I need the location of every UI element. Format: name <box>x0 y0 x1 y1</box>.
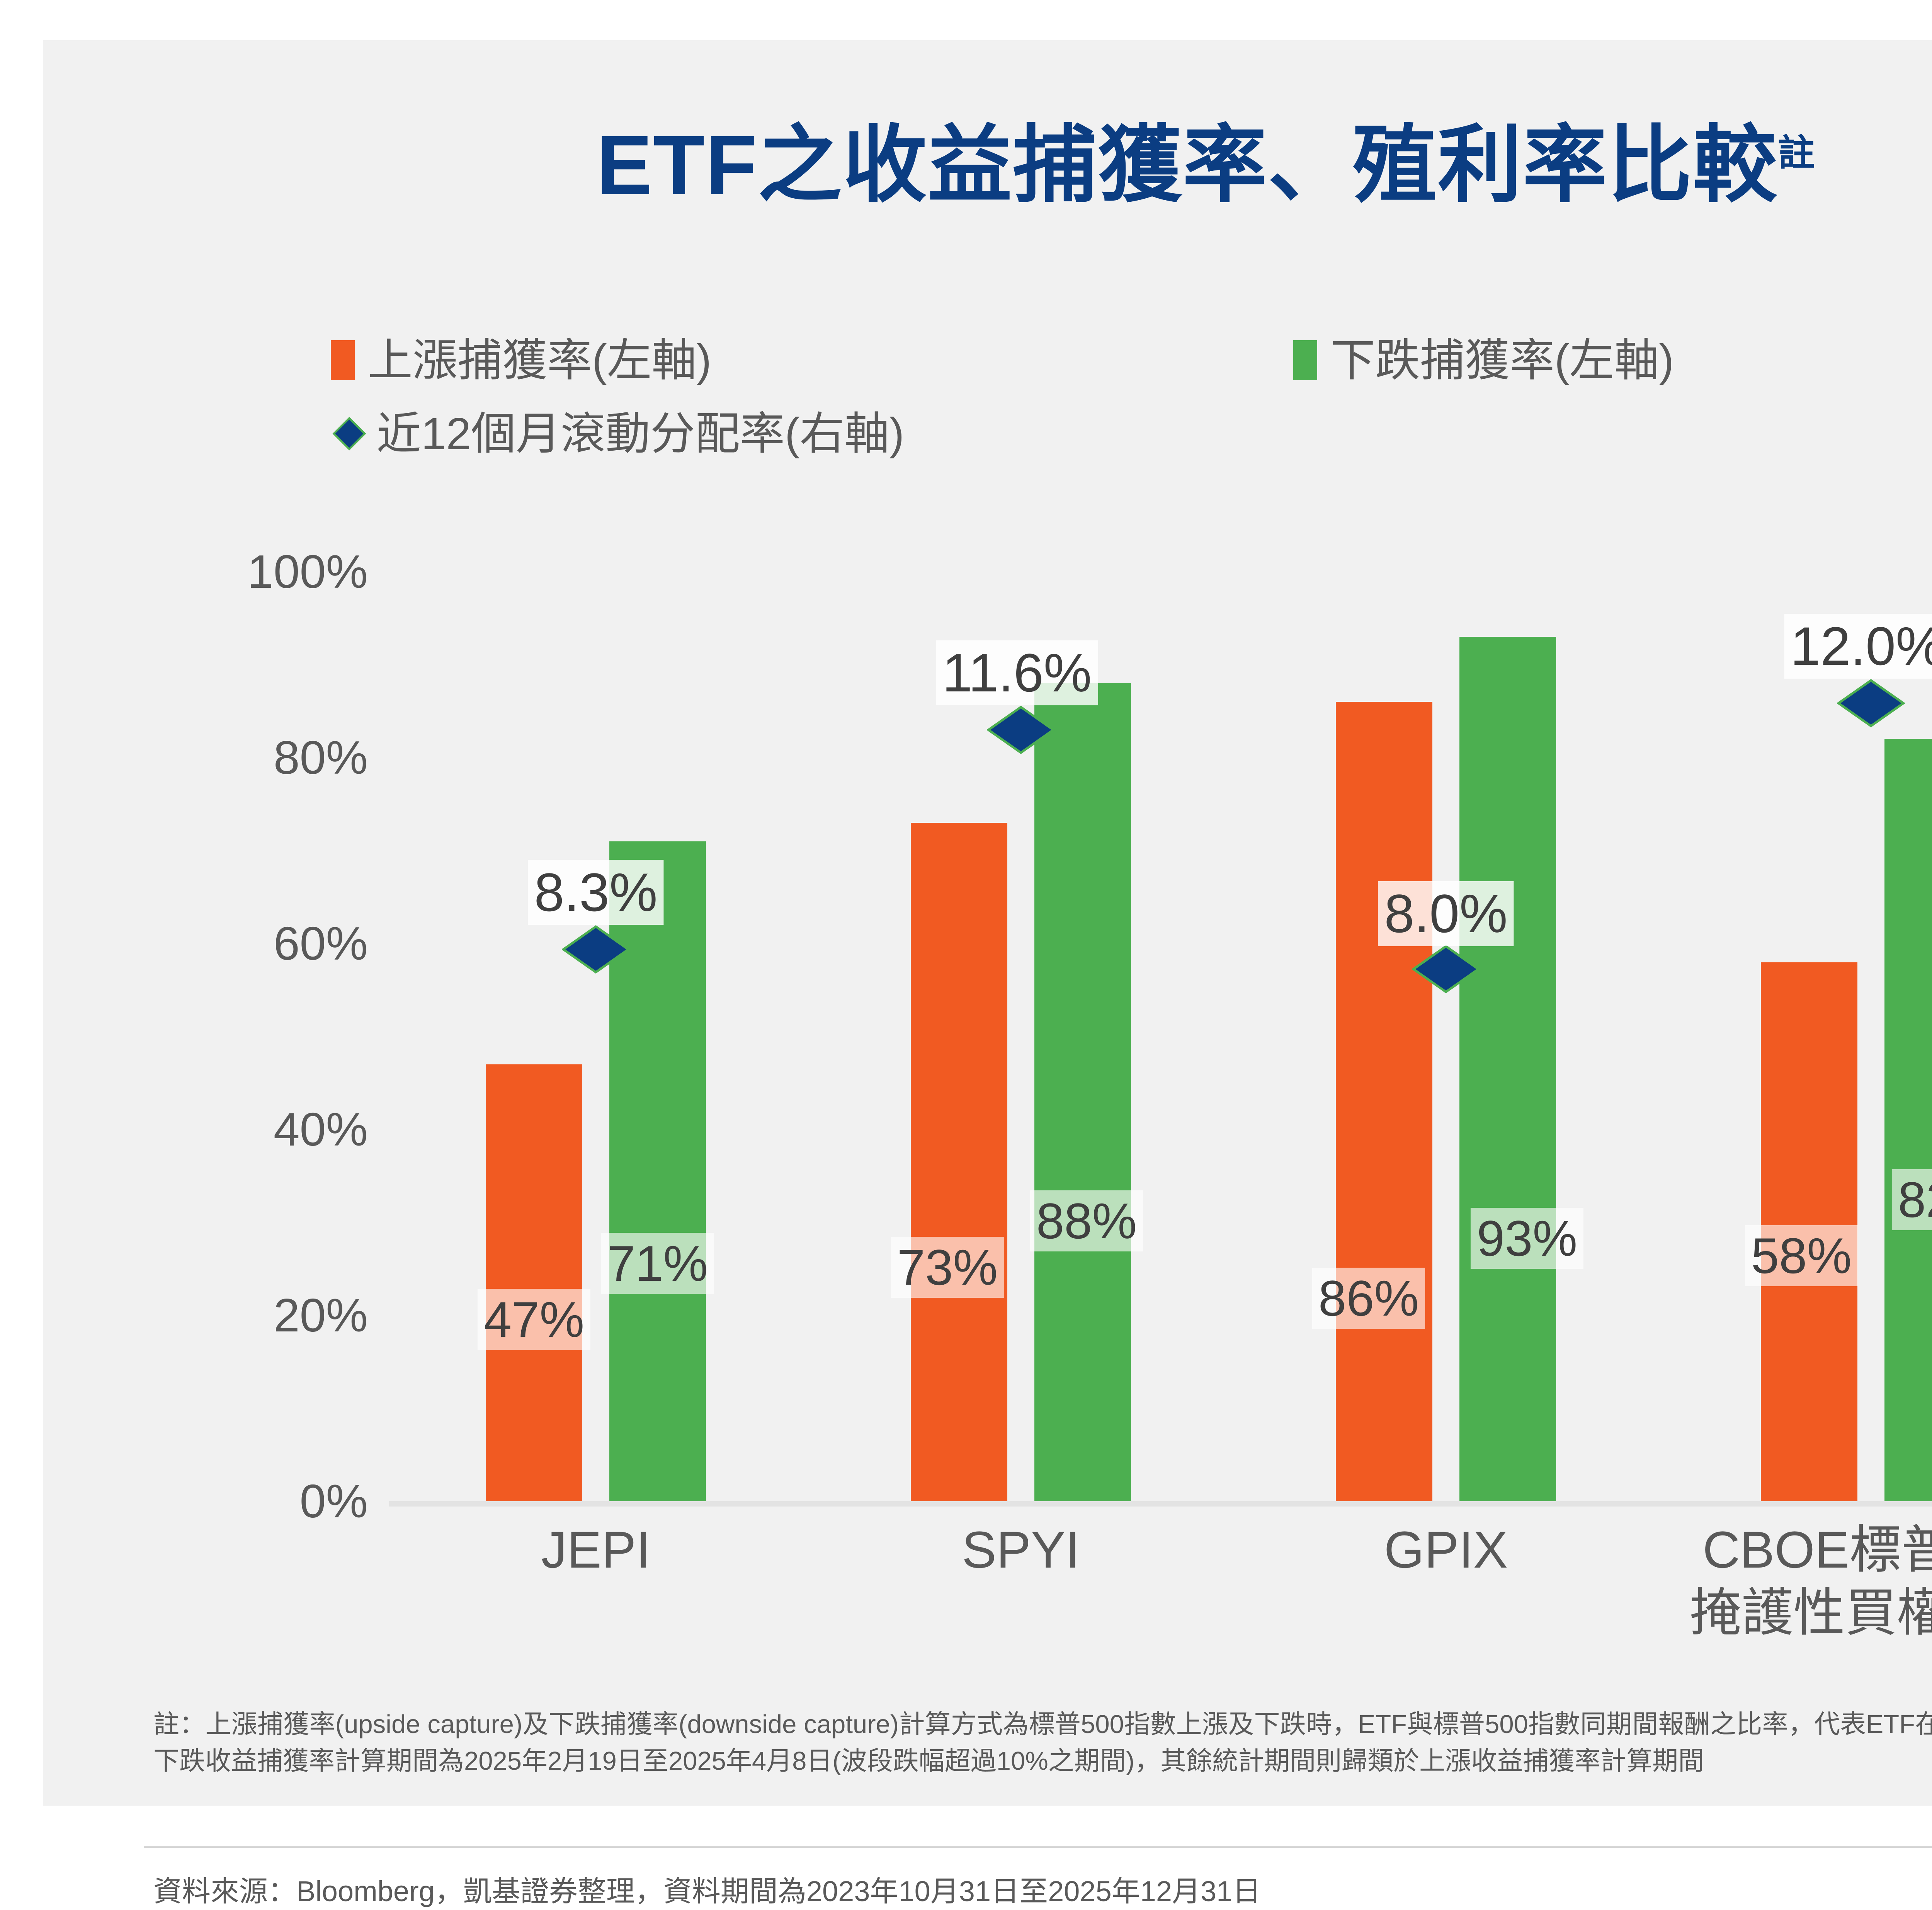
bar-upside-spyi[interactable] <box>911 823 1007 1501</box>
left-y-axis: 0% 20% 40% 60% 80% 100% <box>151 548 368 1525</box>
footnote-divider <box>144 1846 1932 1848</box>
plot-area: 47% 71% 8.3% JEPI 73% 88% <box>389 572 1932 1642</box>
legend-item-rolling-distribution[interactable]: 近12個月滾動分配率(右軸) <box>331 411 904 456</box>
legend-item-downside-capture[interactable]: 下跌捕獲率(左軸) <box>1293 338 1674 383</box>
left-axis-tick: 40% <box>273 1103 368 1156</box>
legend-label-upside-capture: 上漲捕獲率(左軸) <box>368 335 712 385</box>
bar-downside-gpix[interactable] <box>1459 637 1556 1501</box>
legend-item-upside-capture[interactable]: 上漲捕獲率(左軸) <box>331 338 711 383</box>
bar-downside-spyi[interactable] <box>1034 683 1131 1501</box>
x-axis-line <box>389 1501 1932 1507</box>
left-axis-tick: 80% <box>273 731 368 784</box>
bar-label-downside-cboe: 82% <box>1891 1169 1932 1230</box>
marker-diamond-jepi[interactable] <box>561 925 631 976</box>
bar-upside-gpix[interactable] <box>1336 702 1432 1501</box>
bar-label-upside-spyi: 73% <box>891 1237 1004 1298</box>
bar-group-spyi: 73% 88% 11.6% SPYI <box>872 572 1259 1579</box>
bar-label-upside-jepi: 47% <box>477 1289 591 1350</box>
bar-downside-cboe[interactable] <box>1884 739 1932 1501</box>
marker-diamond-gpix[interactable] <box>1411 945 1481 996</box>
legend-label-rolling-distribution: 近12個月滾動分配率(右軸) <box>376 409 905 459</box>
point-label-cboe: 12.0% <box>1784 614 1932 679</box>
point-label-jepi: 8.3% <box>528 860 664 925</box>
legend-swatch-square-icon <box>1293 340 1317 380</box>
bar-label-upside-cboe: 58% <box>1745 1225 1858 1286</box>
source-text: 資料來源：Bloomberg，凱基證券整理，資料期間為2023年10月31日至2… <box>153 1875 1261 1907</box>
marker-diamond-spyi[interactable] <box>986 705 1056 756</box>
point-label-spyi: 11.6% <box>936 640 1098 705</box>
title-superscript: 註 <box>1777 132 1815 174</box>
bar-group-jepi: 47% 71% 8.3% JEPI <box>447 572 833 1579</box>
page-title: ETF之收益捕獲率、殖利率比較註 <box>43 123 1932 208</box>
x-axis-label-spyi: SPYI <box>962 1521 1080 1579</box>
bar-upside-jepi[interactable] <box>486 1064 582 1501</box>
bar-label-downside-jepi: 71% <box>601 1233 714 1294</box>
marker-diamond-cboe[interactable] <box>1836 679 1906 730</box>
x-axis-label-cboe: CBOE標普500 掩護性買權指數 <box>1689 1521 1932 1642</box>
left-axis-tick: 0% <box>299 1475 368 1527</box>
bar-label-upside-gpix: 86% <box>1312 1268 1425 1329</box>
point-label-gpix: 8.0% <box>1378 881 1514 946</box>
bar-group-gpix: 86% 93% 8.0% GPIX <box>1297 572 1684 1579</box>
left-axis-tick: 20% <box>273 1289 368 1341</box>
legend-label-downside-capture: 下跌捕獲率(左軸) <box>1330 335 1674 385</box>
legend-diamond-icon <box>331 415 368 452</box>
legend-swatch-square-icon <box>331 340 355 380</box>
left-axis-tick: 60% <box>273 917 368 970</box>
bar-group-cboe: 58% 82% 12.0% CBOE標普500 掩護性買權指數 <box>1690 572 1932 1642</box>
left-axis-tick: 100% <box>247 545 368 598</box>
bar-label-downside-gpix: 93% <box>1470 1208 1584 1269</box>
chart-legend: 上漲捕獲率(左軸) 下跌捕獲率(左軸) 近12個月滾動分配率(右軸) <box>291 334 1932 473</box>
bar-label-downside-spyi: 88% <box>1030 1190 1143 1251</box>
x-axis-label-gpix: GPIX <box>1384 1521 1508 1579</box>
chart-panel: ETF之收益捕獲率、殖利率比較註 上漲捕獲率(左軸) 下跌捕獲率(左軸) 近12… <box>43 40 1932 1907</box>
x-axis-label-jepi: JEPI <box>541 1521 651 1579</box>
title-text: ETF之收益捕獲率、殖利率比較 <box>596 118 1778 212</box>
footnote-text: 註：上漲捕獲率(upside capture)及下跌捕獲率(downside c… <box>153 1710 1932 1776</box>
